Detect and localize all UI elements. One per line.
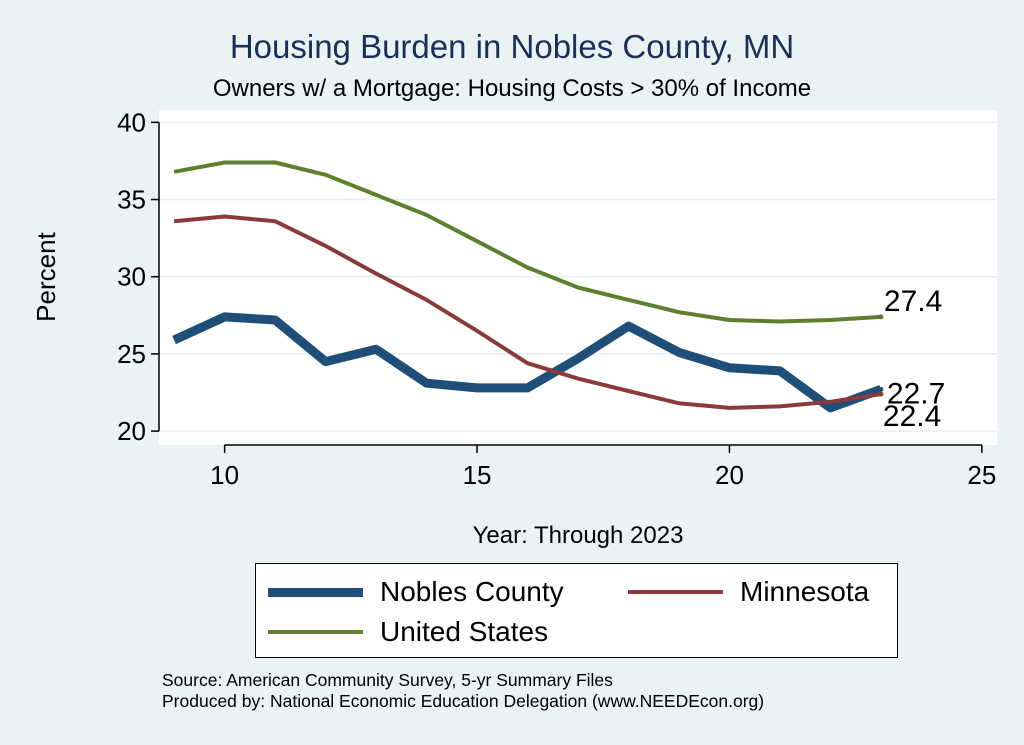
legend-swatch-minnesota [628,590,723,594]
end-point-united-states [878,314,884,320]
end-point-minnesota [878,391,884,397]
series-line-united-states [173,160,882,324]
x-tick-label: 20 [715,460,744,490]
legend-label-nobles-county: Nobles County [380,576,564,607]
plot-area [159,110,997,445]
y-tick-label: 40 [117,107,146,137]
line-chart: 20 25 30 35 40 10 15 20 25 22.722.4 27.4 Year: Th… [31,107,997,549]
y-tick-label: 20 [117,416,146,446]
legend-item-minnesota: Minnesota [628,576,869,608]
legend-label-minnesota: Minnesota [740,576,870,607]
chart-subtitle: Owners w/ a Mortgage: Housing Costs > 30… [212,75,812,102]
legend-label-united-states: United States [380,616,549,647]
x-axis-label: Year: Through 2023 [473,522,684,549]
chart-title: Housing Burden in Nobles County, MN [229,28,795,65]
legend-swatch-united-states [268,630,363,634]
x-tick-label: 25 [967,460,996,490]
x-tick-label: 15 [463,460,492,490]
legend-swatch-nobles-county [268,587,363,597]
source-line: Source: American Community Survey, 5-yr … [162,670,613,690]
series-line-minnesota [173,214,882,410]
produced-by-line: Produced by: National Economic Education… [162,691,765,711]
legend-item-nobles-county: Nobles County [268,576,564,608]
y-tick-label: 25 [117,339,146,369]
y-tick-label: 35 [117,185,146,215]
end-point-nobles-county [878,386,884,392]
legend-item-united-states: United States [268,616,548,648]
end-value-label-nobles-county: 22.7 [887,377,945,410]
y-tick-label: 30 [117,262,146,292]
legend: Nobles County Minnesota United States [255,563,898,658]
source-note: Source: American Community Survey, 5-yr … [162,670,764,712]
y-axis-label: Percent [31,231,61,321]
series-line-nobles-county [172,312,883,413]
x-tick-label: 10 [210,460,239,490]
end-value-label-united-states: 27.4 [884,285,942,318]
end-value-label-minnesota: 22.4 [883,400,941,433]
